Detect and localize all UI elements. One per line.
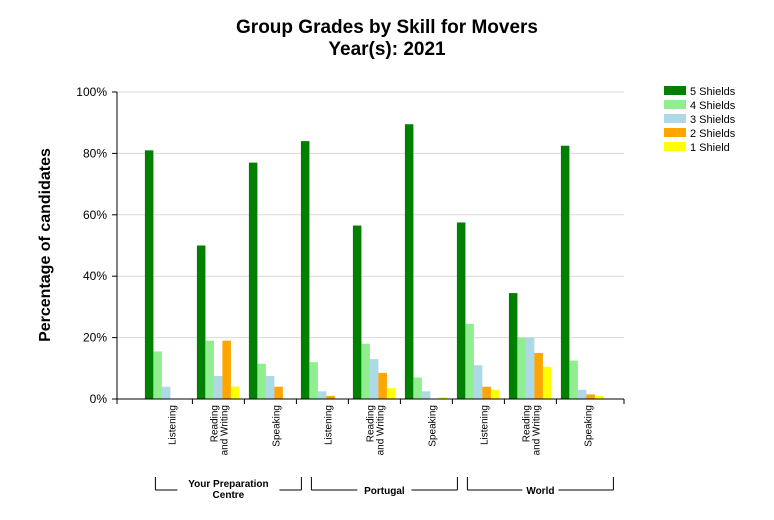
bars	[144, 124, 604, 400]
category-label: Speaking	[583, 405, 594, 447]
legend: 5 Shields 4 Shields 3 Shields 2 Shields 1 Sh…	[664, 86, 736, 154]
category-label-line: and Writing	[531, 405, 542, 455]
category-label: Speaking	[427, 405, 438, 447]
bar	[205, 340, 214, 399]
bar	[274, 386, 283, 399]
bar	[309, 362, 318, 399]
group-label: Your Preparation Centre	[188, 479, 268, 501]
y-axis-label: Percentage of candidates	[37, 148, 54, 342]
category-label: Readingand Writing	[521, 405, 542, 455]
y-tick-label: 40%	[83, 269, 107, 283]
bar	[153, 351, 162, 399]
y-tick-label: 100%	[76, 85, 107, 99]
category-label-line: Reading	[365, 405, 376, 442]
axes: 0% 20% 40% 60% 80% 100%	[76, 85, 625, 406]
category-label: Readingand Writing	[209, 405, 230, 455]
legend-label: 4 Shields	[690, 100, 736, 112]
bar	[482, 386, 491, 399]
bar	[456, 222, 466, 399]
bar	[386, 388, 396, 399]
y-tick-label: 0%	[90, 392, 108, 406]
category-label-line: Listening	[167, 405, 178, 445]
bar	[144, 150, 154, 399]
bar	[404, 124, 414, 400]
bar	[230, 386, 240, 399]
category-label-line: Speaking	[271, 405, 282, 447]
bar	[586, 394, 595, 399]
bar	[465, 323, 474, 399]
bar	[413, 377, 422, 399]
gridlines	[117, 91, 624, 339]
bar	[352, 225, 362, 399]
bar	[490, 389, 500, 399]
category-label: Listening	[167, 405, 178, 445]
legend-label: 5 Shields	[690, 86, 736, 98]
group-label: World	[526, 486, 554, 497]
bar	[222, 340, 231, 399]
bar	[257, 363, 266, 399]
bar	[300, 141, 310, 399]
y-tick-label: 60%	[83, 208, 107, 222]
bar	[421, 391, 431, 399]
bar	[196, 245, 206, 399]
group-label: Portugal	[364, 486, 405, 497]
category-label: Listening	[479, 405, 490, 445]
bar	[569, 360, 578, 399]
bar	[213, 375, 223, 399]
bar	[594, 395, 604, 399]
bar	[508, 293, 518, 399]
legend-swatch	[664, 114, 686, 123]
bar	[560, 145, 570, 399]
category-label: Listening	[323, 405, 334, 445]
chart-subtitle: Year(s): 2021	[328, 39, 446, 60]
bar	[525, 337, 535, 399]
bar	[265, 375, 275, 399]
bar	[317, 391, 327, 399]
legend-swatch	[664, 142, 686, 151]
category-label-line: Reading	[209, 405, 220, 442]
y-tick-label: 80%	[83, 146, 107, 160]
category-label-line: Listening	[323, 405, 334, 445]
bar	[542, 366, 552, 399]
category-label-line: Speaking	[583, 405, 594, 447]
bar	[326, 395, 335, 399]
category-label-line: and Writing	[375, 405, 386, 455]
legend-swatch	[664, 100, 686, 109]
bar	[534, 352, 543, 399]
bar	[248, 162, 258, 399]
category-label-line: and Writing	[219, 405, 230, 455]
bar	[378, 372, 387, 399]
legend-label: 2 Shields	[690, 128, 736, 140]
group-label-line: Your Preparation	[188, 479, 268, 490]
bar	[369, 359, 379, 399]
category-labels: Listening Readingand Writing Speaking Liste…	[154, 405, 614, 501]
category-label-line: Reading	[521, 405, 532, 442]
bar	[473, 365, 483, 399]
legend-swatch	[664, 86, 686, 95]
category-label-line: Speaking	[427, 405, 438, 447]
bar	[517, 337, 526, 399]
legend-swatch	[664, 128, 686, 137]
category-label: Readingand Writing	[365, 405, 386, 455]
bar	[361, 343, 370, 399]
bar	[161, 386, 171, 399]
group-label-line: World	[526, 486, 554, 497]
bar	[438, 397, 448, 399]
group-label-line: Portugal	[364, 486, 405, 497]
chart-title: Group Grades by Skill for Movers	[236, 17, 538, 38]
category-label: Speaking	[271, 405, 282, 447]
y-tick-label: 20%	[83, 331, 107, 345]
legend-label: 1 Shield	[690, 142, 730, 154]
bar	[577, 389, 587, 399]
legend-label: 3 Shields	[690, 114, 736, 126]
category-label-line: Listening	[479, 405, 490, 445]
group-label-line: Centre	[213, 490, 245, 501]
